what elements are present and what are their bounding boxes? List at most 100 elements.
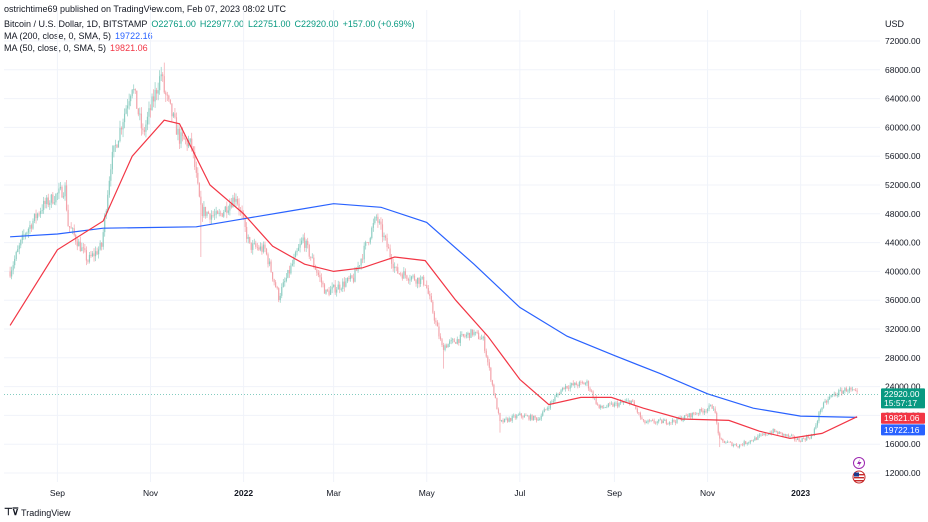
- symbol-title[interactable]: Bitcoin / U.S. Dollar, 1D, BITSTAMP: [4, 19, 148, 29]
- candle-body: [505, 418, 507, 420]
- ma50-price-tag-text: 19821.06: [884, 413, 920, 423]
- candle-body: [638, 412, 640, 414]
- candle-body: [229, 204, 231, 211]
- candle-body: [781, 432, 783, 436]
- candle-body: [343, 281, 345, 287]
- candle-body: [792, 435, 794, 437]
- candle-body: [542, 412, 544, 416]
- candle-body: [362, 258, 364, 260]
- candle-body: [845, 388, 848, 392]
- tradingview-footer[interactable]: ⊤⊽ TradingView: [4, 507, 71, 518]
- candle-body: [386, 237, 388, 248]
- candle-body: [223, 211, 225, 217]
- candle-body: [175, 117, 178, 135]
- candle-body: [607, 403, 609, 407]
- candle-body: [731, 442, 733, 446]
- candle-body: [566, 385, 568, 388]
- candle-body: [217, 211, 219, 214]
- y-tick-label: 12000.00: [885, 468, 921, 478]
- candle-body: [349, 275, 352, 280]
- candle-body: [52, 194, 54, 204]
- candle-body: [520, 413, 522, 417]
- ohlc-change: +157.00 (+0.69%): [342, 19, 415, 29]
- candle-body: [612, 403, 614, 407]
- candle-body: [76, 241, 78, 247]
- candle-body: [436, 322, 439, 327]
- candle-body: [600, 405, 602, 408]
- candle-body: [85, 250, 88, 261]
- candle-body: [36, 213, 39, 219]
- candle-body: [832, 394, 834, 396]
- candle-body: [798, 438, 800, 442]
- candle-body: [38, 213, 40, 215]
- candle-body: [162, 74, 164, 77]
- candle-body: [333, 284, 335, 287]
- candle-body: [291, 263, 294, 266]
- candle-body: [829, 396, 831, 400]
- candle-body: [177, 128, 179, 135]
- candle-body: [178, 128, 181, 144]
- candle-body: [800, 441, 802, 443]
- ma50-row[interactable]: MA (50, close, 0, SMA, 5) 19821.06: [4, 43, 415, 53]
- candle-body: [47, 197, 49, 205]
- candle-body: [623, 402, 625, 403]
- y-tick-label: 28000.00: [885, 353, 921, 363]
- ma200-line: [10, 203, 858, 418]
- candle-body: [822, 402, 825, 408]
- candle-body: [366, 242, 368, 243]
- candle-body: [236, 199, 239, 204]
- candle-body: [412, 275, 414, 277]
- candle-body: [40, 211, 42, 215]
- candle-body: [545, 409, 547, 410]
- candle-body: [491, 380, 493, 385]
- y-tick-label: 32000.00: [885, 324, 921, 334]
- candle-body: [825, 401, 828, 403]
- candle-body: [128, 101, 130, 106]
- candle-body: [839, 389, 841, 391]
- candle-body: [169, 99, 171, 104]
- candle-body: [581, 382, 584, 383]
- candle-body: [305, 240, 307, 248]
- candle-body: [421, 276, 423, 279]
- candle-body: [33, 213, 36, 221]
- candle-body: [633, 401, 635, 406]
- candle-body: [322, 282, 324, 285]
- currency-label[interactable]: USD: [885, 19, 905, 29]
- candle-body: [551, 401, 553, 403]
- candle-body: [597, 403, 599, 405]
- candle-body: [53, 202, 55, 204]
- candle-body: [281, 286, 283, 296]
- candle-body: [748, 442, 750, 444]
- candle-body: [780, 431, 782, 433]
- y-tick-label: 52000.00: [885, 180, 921, 190]
- candle-body: [323, 284, 326, 294]
- y-axis[interactable]: 72000.00 68000.00 64000.00 60000.00 56000.00…: [885, 36, 921, 478]
- candle-body: [235, 199, 237, 202]
- candle-body: [78, 241, 80, 247]
- candle-body: [171, 103, 173, 117]
- candle-body: [546, 408, 548, 410]
- ma50-price-tag: 19821.06: [881, 412, 925, 424]
- candle-body: [835, 393, 837, 396]
- candle-body: [478, 332, 480, 340]
- candle-body: [29, 225, 31, 230]
- candle-body: [313, 257, 315, 267]
- candle-body: [565, 385, 567, 390]
- candle-body: [668, 422, 670, 424]
- candle-body: [227, 210, 229, 213]
- candle-body: [529, 415, 532, 420]
- candle-body: [136, 90, 138, 109]
- candle-body: [694, 413, 696, 415]
- candle-body: [261, 246, 263, 252]
- candle-body: [560, 390, 562, 395]
- candle-body: [287, 270, 289, 278]
- candle-body: [485, 350, 487, 357]
- x-axis[interactable]: Sep Nov 2022 Mar May Jul Sep Nov 2023: [50, 488, 811, 498]
- candle-body: [615, 402, 617, 404]
- candle-body: [514, 415, 516, 418]
- candle-body: [152, 96, 155, 102]
- candle-body: [557, 394, 559, 395]
- alert-icon[interactable]: [853, 457, 865, 469]
- candle-body: [703, 410, 706, 413]
